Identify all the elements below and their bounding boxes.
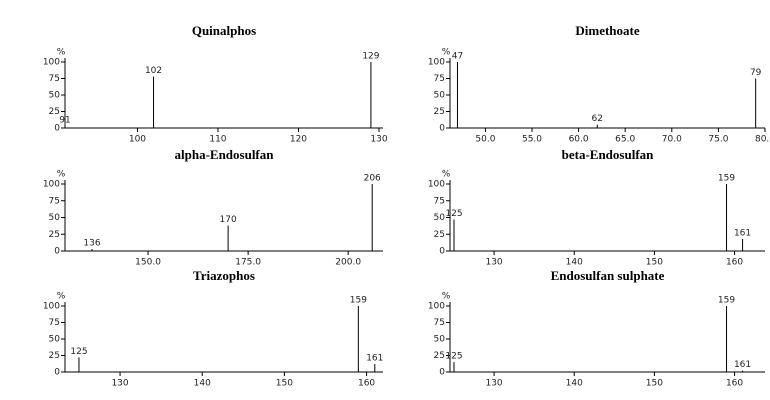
- chart-title: beta-Endosulfan: [562, 147, 655, 162]
- x-tick-label: 160: [358, 379, 375, 389]
- y-tick-label: 50: [49, 213, 61, 223]
- x-tick-label: 70.0: [662, 135, 682, 145]
- x-tick-label: 150: [646, 258, 663, 268]
- x-tick-label: 200.0: [335, 258, 361, 268]
- y-axis-label: %: [57, 292, 66, 302]
- peak-label: 125: [445, 209, 462, 219]
- x-tick-label: 130: [370, 135, 387, 145]
- y-tick-label: 100: [43, 302, 60, 312]
- y-tick-label: 75: [49, 74, 60, 84]
- peak-label: 47: [452, 52, 463, 62]
- y-tick-label: 0: [439, 368, 445, 378]
- peak-label: 125: [445, 352, 462, 362]
- x-tick-label: 130: [485, 258, 502, 268]
- peak-label: 170: [220, 215, 237, 225]
- peak-label: 79: [750, 68, 762, 78]
- y-tick-label: 50: [434, 335, 446, 345]
- x-tick-label: 120: [290, 135, 307, 145]
- peak-label: 91: [59, 116, 70, 126]
- y-tick-label: 100: [428, 180, 445, 190]
- y-tick-label: 100: [428, 58, 445, 68]
- x-tick-label: 150.0: [135, 258, 161, 268]
- x-tick-label: 65.0: [615, 135, 635, 145]
- peak-label: 62: [592, 114, 603, 124]
- x-tick-label: 160: [726, 379, 743, 389]
- chart-title: alpha-Endosulfan: [175, 147, 275, 162]
- x-tick-label: 110: [209, 135, 226, 145]
- x-tick-label: 75.0: [708, 135, 728, 145]
- y-tick-label: 25: [49, 351, 60, 361]
- y-axis-label: %: [442, 170, 451, 180]
- y-tick-label: 0: [54, 368, 60, 378]
- y-axis-label: %: [57, 170, 66, 180]
- y-tick-label: 100: [428, 302, 445, 312]
- x-tick-label: 55.0: [522, 135, 542, 145]
- peak-label: 206: [364, 174, 381, 184]
- y-axis-label: %: [442, 48, 451, 58]
- y-tick-label: 100: [43, 180, 60, 190]
- peak-label: 125: [70, 347, 87, 357]
- chart-title: Dimethoate: [575, 23, 639, 38]
- x-tick-label: 130: [111, 379, 128, 389]
- peak-label: 159: [718, 296, 735, 306]
- y-axis-label: %: [442, 292, 451, 302]
- peak-label: 161: [366, 354, 383, 364]
- y-tick-label: 50: [49, 91, 61, 101]
- x-tick-label: 150: [646, 379, 663, 389]
- x-tick-label: 175.0: [235, 258, 261, 268]
- x-tick-label: 130: [485, 379, 502, 389]
- x-tick-label: 140: [194, 379, 211, 389]
- y-tick-label: 0: [439, 124, 445, 134]
- y-tick-label: 50: [434, 91, 446, 101]
- y-tick-label: 100: [43, 58, 60, 68]
- peak-label: 159: [350, 296, 367, 306]
- y-tick-label: 75: [434, 196, 445, 206]
- y-tick-label: 75: [434, 318, 445, 328]
- peak-label: 161: [734, 228, 751, 238]
- x-tick-label: 140: [566, 258, 583, 268]
- x-tick-label: 50.0: [475, 135, 495, 145]
- y-tick-label: 25: [434, 230, 445, 240]
- y-tick-label: 50: [434, 213, 446, 223]
- y-tick-label: 25: [434, 351, 445, 361]
- peak-label: 159: [718, 174, 735, 184]
- y-tick-label: 75: [434, 74, 445, 84]
- y-tick-label: 25: [49, 230, 60, 240]
- peak-label: 102: [145, 66, 162, 76]
- y-tick-label: 50: [49, 335, 61, 345]
- x-tick-label: 140: [566, 379, 583, 389]
- y-tick-label: 0: [54, 247, 60, 257]
- chart-title: Quinalphos: [192, 23, 256, 38]
- y-tick-label: 0: [54, 124, 60, 134]
- chart-title: Endosulfan sulphate: [551, 268, 665, 283]
- peak-label: 129: [362, 52, 379, 62]
- x-tick-label: 80.0: [755, 135, 770, 145]
- x-tick-label: 60.0: [569, 135, 589, 145]
- x-tick-label: 100: [129, 135, 146, 145]
- y-tick-label: 25: [434, 107, 445, 117]
- y-tick-label: 75: [49, 196, 60, 206]
- x-tick-label: 150: [276, 379, 293, 389]
- y-tick-label: 0: [439, 247, 445, 257]
- chart-title: Triazophos: [193, 268, 255, 283]
- y-axis-label: %: [57, 48, 66, 58]
- x-tick-label: 160: [726, 258, 743, 268]
- y-tick-label: 75: [49, 318, 60, 328]
- peak-label: 136: [83, 238, 100, 248]
- y-tick-label: 25: [49, 107, 60, 117]
- peak-label: 161: [734, 360, 751, 370]
